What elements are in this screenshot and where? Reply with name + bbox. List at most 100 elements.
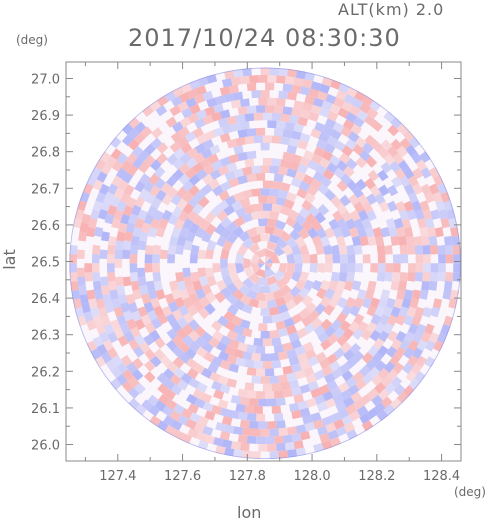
field-cell [219, 156, 231, 167]
field-cell [354, 90, 366, 102]
field-cell [91, 263, 100, 273]
field-cell [116, 362, 129, 374]
field-cell [258, 323, 268, 332]
field-cell [91, 254, 100, 264]
field-cell [265, 436, 275, 445]
field-cell [287, 91, 298, 101]
field-cell [262, 203, 273, 211]
field-cell [399, 272, 408, 282]
field-cell [242, 237, 254, 249]
field-cell [100, 200, 111, 212]
field-cell [176, 235, 187, 247]
field-cell [193, 363, 205, 375]
field-cell [211, 380, 223, 392]
field-cell [149, 100, 161, 112]
field-cell [355, 378, 367, 391]
field-cell [335, 90, 348, 101]
field-cell [171, 309, 183, 321]
field-cell [298, 180, 311, 192]
field-cell [224, 170, 236, 182]
field-cell [419, 151, 431, 163]
field-cell [226, 329, 238, 341]
field-cell [267, 421, 277, 429]
field-cell [253, 406, 263, 414]
field-cell [330, 386, 342, 398]
field-cell [197, 196, 210, 208]
field-cell [342, 396, 355, 408]
field-cell [280, 113, 291, 123]
field-cell [377, 169, 389, 182]
field-cell [335, 426, 348, 437]
field-cell [321, 416, 333, 427]
field-cell [83, 311, 94, 322]
field-cell [208, 178, 220, 190]
field-cell [260, 67, 270, 76]
field-cell [219, 109, 231, 119]
field-cell [289, 402, 300, 412]
field-cell [276, 237, 289, 249]
field-cell [380, 375, 393, 388]
y-axis: 26.0 26.1 26.2 26.3 26.4 26.5 26.6 26.7 26.8 26.9… [31, 72, 461, 454]
field-cell [329, 103, 341, 115]
field-cell [237, 106, 248, 115]
field-cell [116, 231, 126, 242]
field-cell [352, 328, 364, 340]
field-cell [155, 289, 166, 300]
field-cell [291, 313, 303, 325]
field-cell [143, 334, 155, 346]
field-cell [141, 222, 151, 234]
field-cell [295, 447, 307, 457]
field-cell [265, 82, 275, 91]
field-cell [219, 431, 231, 441]
field-cell [219, 86, 231, 96]
field-cell [336, 160, 348, 172]
field-cell [156, 372, 169, 385]
field-cell [147, 205, 158, 217]
x-tick-label: 127.4 [99, 469, 136, 484]
field-cell [288, 161, 300, 171]
field-cell [273, 105, 284, 114]
field-cell [205, 223, 217, 235]
field-cell [175, 244, 185, 255]
field-cell [377, 368, 390, 380]
field-cell [304, 323, 316, 335]
field-cell [120, 302, 130, 313]
field-cell [170, 193, 182, 206]
field-cell [326, 162, 339, 174]
field-cell [131, 204, 142, 216]
field-cell [396, 123, 409, 135]
field-cell [412, 183, 423, 195]
field-cell [230, 99, 241, 109]
field-cell [336, 280, 346, 292]
field-cell [324, 288, 336, 300]
field-cell [398, 306, 409, 318]
field-cell [196, 133, 208, 145]
field-cell [414, 306, 425, 318]
field-cell [284, 121, 295, 131]
field-cell [178, 126, 190, 138]
field-cell [137, 150, 150, 162]
field-cell [240, 75, 250, 85]
field-cell [305, 373, 317, 384]
field-cell [130, 280, 140, 291]
field-cell [196, 382, 208, 393]
field-cell [422, 244, 431, 255]
field-cell [199, 296, 211, 308]
field-cell [255, 345, 266, 354]
field-cell [119, 192, 131, 204]
field-cell [326, 353, 339, 365]
field-cell [238, 284, 251, 296]
field-cell [186, 147, 199, 159]
field-cell [182, 180, 194, 192]
field-cell [364, 226, 375, 238]
field-cell [321, 100, 333, 111]
field-cell [131, 145, 144, 158]
field-cell [128, 302, 139, 314]
field-cell [165, 313, 177, 326]
field-cell [275, 296, 287, 307]
field-cell [387, 184, 399, 197]
field-cell [419, 200, 430, 212]
field-cell [314, 211, 327, 224]
field-cell [267, 443, 277, 452]
